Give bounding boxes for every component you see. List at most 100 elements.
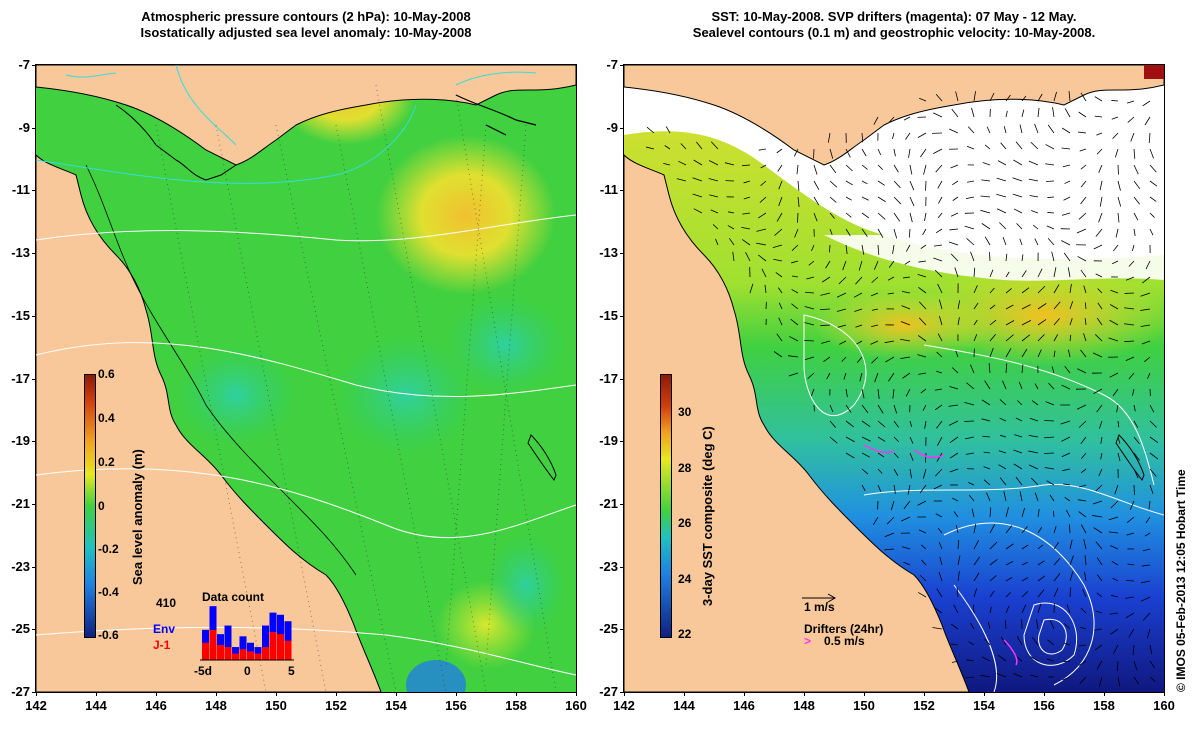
x-axis-tick-mark — [804, 692, 805, 696]
velocity-arrow — [966, 382, 975, 390]
velocity-arrow — [890, 500, 895, 511]
velocity-arrow — [989, 269, 994, 278]
x-axis-tick-label: 152 — [325, 698, 347, 713]
velocity-arrow — [951, 108, 959, 118]
velocity-arrow — [1002, 236, 1007, 246]
velocity-arrow — [1005, 605, 1010, 614]
velocity-arrow — [1128, 372, 1135, 380]
velocity-arrow — [1149, 212, 1155, 218]
velocity-arrow — [1108, 337, 1119, 342]
velocity-arrow — [1111, 560, 1119, 566]
velocity-arrow — [1125, 276, 1135, 281]
velocity-arrow — [948, 420, 959, 426]
velocity-arrow — [908, 228, 911, 238]
velocity-arrow — [1037, 589, 1045, 598]
velocity-arrow — [1117, 212, 1120, 223]
velocity-arrow — [1108, 531, 1119, 534]
velocity-arrow — [1147, 372, 1151, 379]
velocity-arrow — [1030, 656, 1039, 662]
velocity-arrow — [1063, 252, 1071, 262]
velocity-arrow — [1128, 628, 1135, 638]
velocity-arrow — [1094, 96, 1103, 102]
velocity-arrow — [1037, 285, 1046, 294]
velocity-arrow — [920, 544, 927, 550]
velocity-arrow — [1005, 348, 1012, 358]
velocity-arrow — [1080, 180, 1087, 188]
png-landmass — [624, 65, 1164, 166]
velocity-arrow — [1005, 560, 1014, 566]
velocity-arrow — [987, 622, 991, 630]
sst-tick: 30 — [678, 405, 692, 419]
velocity-arrow — [968, 482, 975, 486]
velocity-arrow — [1082, 589, 1087, 598]
pressure-contour-cyan — [65, 71, 537, 86]
velocity-arrow — [1032, 637, 1039, 646]
velocity-arrow — [1140, 580, 1151, 584]
y-axis-tick-mark — [32, 692, 36, 693]
velocity-arrow — [732, 251, 735, 262]
sea-level-anomaly-map — [35, 64, 577, 693]
data-count-max: 410 — [156, 596, 177, 610]
velocity-arrow — [778, 302, 783, 310]
positive-anomaly-blob — [376, 135, 556, 295]
velocity-arrow — [778, 180, 783, 190]
velocity-arrow — [1016, 223, 1023, 230]
velocity-arrow — [861, 180, 868, 185]
velocity-arrow — [1049, 620, 1055, 630]
velocity-arrow — [1078, 660, 1087, 666]
velocity-arrow — [821, 340, 831, 344]
velocity-arrow — [950, 623, 959, 630]
sst-map-svg — [624, 65, 1164, 692]
velocity-arrow — [791, 275, 799, 278]
x-axis-tick-mark — [456, 692, 457, 696]
velocity-arrow — [1021, 604, 1027, 614]
velocity-arrow — [1133, 676, 1140, 685]
env-count-bar — [239, 636, 247, 660]
velocity-arrow — [920, 244, 927, 249]
velocity-arrow — [797, 180, 800, 191]
velocity-arrow — [938, 196, 943, 204]
velocity-arrow — [797, 196, 800, 207]
velocity-arrow — [989, 606, 992, 614]
velocity-arrow — [1129, 500, 1135, 510]
y-axis-tick-mark — [620, 127, 624, 129]
sea-level-tick: 0.6 — [98, 367, 115, 381]
velocity-arrow — [953, 604, 959, 614]
velocity-arrow — [820, 324, 831, 327]
env-legend: Env — [153, 622, 176, 636]
velocity-arrow — [1005, 304, 1014, 310]
velocity-arrow — [861, 468, 869, 475]
velocity-arrow — [1015, 141, 1023, 150]
velocity-arrow — [1092, 515, 1103, 518]
velocity-arrow — [1034, 383, 1039, 390]
velocity-arrow — [1144, 532, 1151, 537]
x-axis-tick-label: 154 — [385, 698, 407, 713]
velocity-arrow — [1080, 164, 1087, 170]
velocity-arrow — [1133, 180, 1141, 190]
velocity-arrow — [919, 575, 927, 582]
velocity-arrow — [1036, 619, 1039, 630]
velocity-arrow — [845, 228, 851, 236]
australia-landmass — [624, 154, 970, 692]
velocity-arrow — [727, 225, 735, 230]
velocity-arrow — [845, 404, 852, 413]
velocity-arrow — [999, 434, 1007, 438]
velocity-arrow — [856, 340, 863, 345]
velocity-arrow — [1117, 676, 1121, 687]
x-axis-tick-label: 152 — [913, 698, 935, 713]
velocity-arrow — [1149, 660, 1155, 669]
velocity-arrow — [1053, 350, 1056, 358]
velocity-arrow — [708, 160, 719, 166]
velocity-arrow — [1005, 334, 1014, 342]
velocity-arrow — [1094, 644, 1103, 651]
velocity-arrow — [1149, 452, 1159, 460]
velocity-arrow — [859, 372, 863, 382]
velocity-arrow — [808, 260, 815, 266]
velocity-arrow — [741, 239, 751, 246]
velocity-arrow — [1047, 124, 1055, 134]
x-axis-tick-label: 154 — [973, 698, 995, 713]
pressure-contour — [36, 468, 576, 539]
altimeter-tracks — [155, 84, 557, 692]
velocity-arrow — [1080, 468, 1087, 474]
velocity-arrow — [1053, 526, 1057, 534]
